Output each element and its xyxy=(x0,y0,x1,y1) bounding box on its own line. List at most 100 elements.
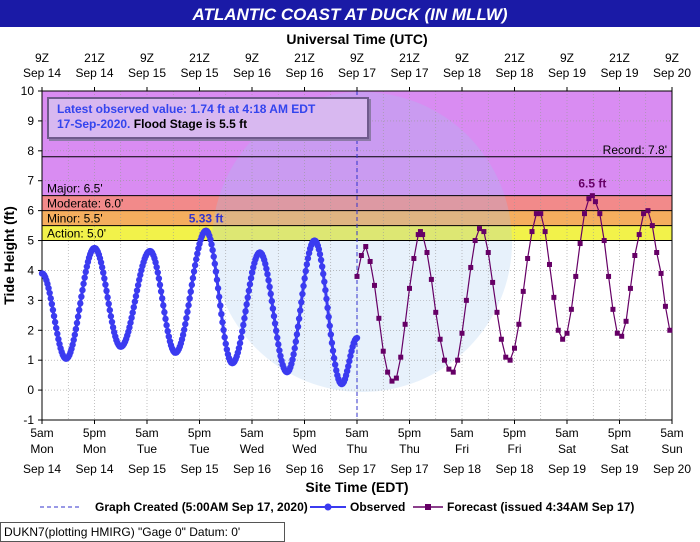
x-tick-top-time: 9Z xyxy=(455,51,469,65)
observed-point xyxy=(103,287,110,295)
forecast-point xyxy=(623,318,629,324)
observed-point xyxy=(50,312,58,320)
observed-point xyxy=(329,347,337,354)
observed-point xyxy=(74,313,82,320)
forecast-point xyxy=(597,211,603,217)
observed-point xyxy=(266,283,273,291)
x-tick-top-date: Sep 18 xyxy=(495,66,533,80)
observed-point xyxy=(291,345,298,352)
x-tick-top-date: Sep 20 xyxy=(653,66,691,80)
observed-point xyxy=(179,331,187,339)
x-tick-bottom-date: Sep 18 xyxy=(495,462,533,476)
observed-point xyxy=(128,314,135,322)
observed-point xyxy=(317,256,325,264)
forecast-point xyxy=(494,309,500,315)
observed-point xyxy=(72,325,80,333)
observed-point xyxy=(270,312,278,320)
observed-point xyxy=(302,267,309,275)
x-tick-bottom-date: Sep 19 xyxy=(548,462,586,476)
observed-point xyxy=(347,352,354,360)
x-tick-bottom-day: Tue xyxy=(137,442,158,456)
observed-point xyxy=(267,290,274,298)
forecast-point xyxy=(481,229,487,235)
x-tick-bottom-day: Tue xyxy=(189,442,210,456)
observed-point xyxy=(153,263,160,271)
x-tick-bottom-day: Fri xyxy=(455,442,469,456)
observed-point xyxy=(209,246,216,254)
observed-point xyxy=(157,288,165,295)
forecast-point xyxy=(577,241,583,247)
forecast-point xyxy=(568,306,574,312)
observed-point xyxy=(295,315,303,322)
observed-point xyxy=(98,264,106,271)
forecast-point xyxy=(525,255,531,261)
forecast-point xyxy=(433,309,439,315)
forecast-line xyxy=(356,194,671,382)
observed-point xyxy=(236,339,244,347)
observed-point xyxy=(158,295,166,302)
x-tick-bottom-time: 5am xyxy=(240,426,263,440)
forecast-point xyxy=(459,330,465,336)
forecast-point xyxy=(649,223,655,229)
x-tick-bottom-time: 5pm xyxy=(293,426,316,440)
x-tick-bottom-date: Sep 14 xyxy=(75,462,113,476)
observed-point xyxy=(214,285,222,292)
y-tick-label: 5 xyxy=(27,234,34,248)
observed-point xyxy=(55,335,62,343)
observed-point xyxy=(213,276,221,283)
x-tick-top-time: 9Z xyxy=(665,51,679,65)
forecast-point xyxy=(385,369,391,375)
legend-observed-label: Observed xyxy=(350,500,405,514)
observed-point xyxy=(193,256,200,263)
x-tick-bottom-time: 5am xyxy=(30,426,53,440)
observed-point xyxy=(221,334,228,341)
observed-point xyxy=(109,324,117,331)
forecast-point xyxy=(627,285,633,291)
x-tick-top-time: 21Z xyxy=(84,51,105,65)
observed-point xyxy=(244,294,251,301)
observed-point xyxy=(208,241,215,248)
observed-point xyxy=(207,236,214,243)
forecast-point xyxy=(601,238,607,244)
forecast-point xyxy=(555,327,561,333)
x-tick-top-date: Sep 16 xyxy=(285,66,323,80)
x-tick-bottom-date: Sep 17 xyxy=(390,462,428,476)
x-tick-bottom-day: Wed xyxy=(240,442,264,456)
x-tick-bottom-date: Sep 20 xyxy=(653,462,691,476)
forecast-point xyxy=(645,208,651,214)
observed-point xyxy=(333,367,340,374)
observed-point xyxy=(290,351,297,358)
observed-point xyxy=(346,357,353,365)
forecast-point xyxy=(455,357,461,363)
observed-point xyxy=(79,286,86,294)
observed-point xyxy=(183,314,190,322)
forecast-point xyxy=(442,357,447,363)
forecast-point xyxy=(424,250,430,256)
observed-point xyxy=(264,270,271,278)
observed-point xyxy=(51,318,59,326)
observed-point xyxy=(80,280,87,287)
forecast-point xyxy=(446,366,452,372)
x-tick-top-date: Sep 16 xyxy=(233,66,271,80)
observed-point xyxy=(105,300,112,308)
observed-point xyxy=(321,278,328,285)
observed-point xyxy=(293,331,301,338)
forecast-point xyxy=(586,196,592,202)
forecast-point xyxy=(498,336,504,342)
forecast-point xyxy=(662,303,668,309)
forecast-point xyxy=(393,375,399,381)
y-tick-label: 10 xyxy=(21,84,35,98)
forecast-point xyxy=(592,199,598,205)
forecast-point xyxy=(547,261,552,267)
forecast-point xyxy=(614,330,620,336)
x-tick-bottom-time: 5pm xyxy=(398,426,421,440)
x-tick-bottom-day: Mon xyxy=(83,442,106,456)
forecast-point xyxy=(463,297,469,303)
observed-point xyxy=(268,297,276,305)
observed-point xyxy=(104,294,111,301)
observed-point xyxy=(54,330,61,337)
observed-point xyxy=(222,340,229,347)
observed-point xyxy=(299,290,306,298)
observed-point xyxy=(163,322,170,329)
observed-point xyxy=(345,363,352,370)
